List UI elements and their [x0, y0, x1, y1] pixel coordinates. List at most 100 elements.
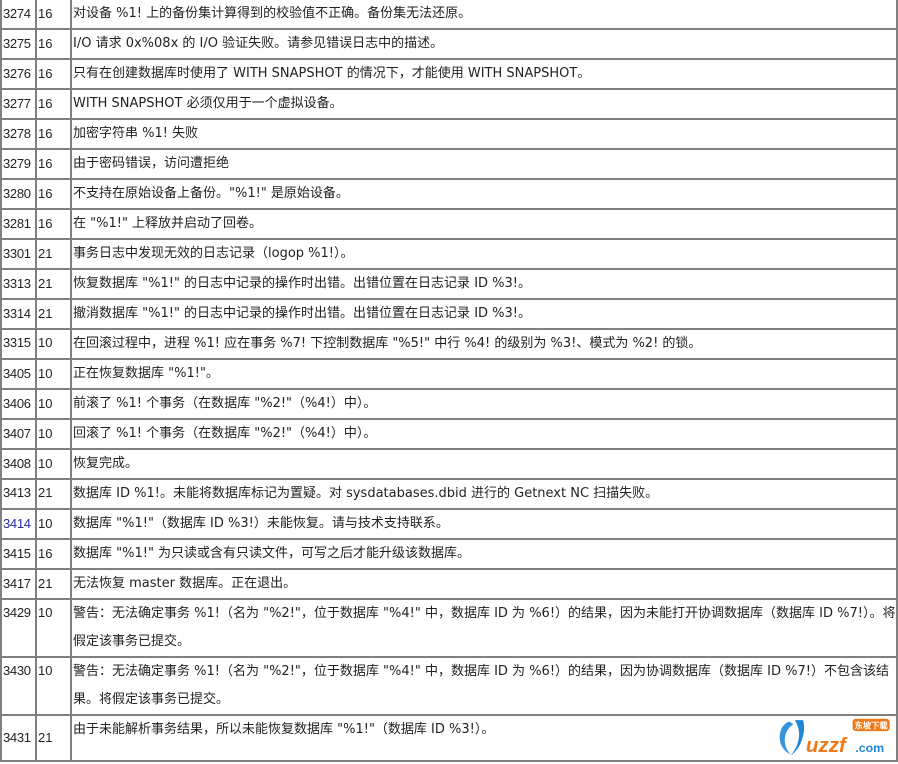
table-row: 3429 10 警告：无法确定事务 %1!（名为 "%2!"，位于数据库 "%4!"…	[0, 598, 898, 658]
severity-cell: 21	[35, 714, 72, 762]
table-row: 3281 16 在 "%1!" 上释放并启动了回卷。	[0, 208, 898, 240]
severity-cell: 16	[35, 58, 72, 90]
severity-cell: 10	[35, 418, 72, 450]
message-text: 事务日志中发现无效的日志记录（logop %1!）。	[73, 246, 354, 261]
error-code-cell: 3313	[0, 268, 37, 300]
message-text: WITH SNAPSHOT 必须仅用于一个虚拟设备。	[73, 96, 343, 111]
table-row: 3406 10 前滚了 %1! 个事务（在数据库 "%2!"（%4!）中）。	[0, 388, 898, 420]
table-row: 3408 10 恢复完成。	[0, 448, 898, 480]
error-code-cell: 3275	[0, 28, 37, 60]
message-cell: 在回滚过程中，进程 %1! 应在事务 %7! 下控制数据库 "%5!" 中行 %…	[70, 328, 898, 360]
message-text: 在 "%1!" 上释放并启动了回卷。	[73, 216, 263, 231]
message-cell: 无法恢复 master 数据库。正在退出。	[70, 568, 898, 600]
message-cell: 警告：无法确定事务 %1!（名为 "%2!"，位于数据库 "%4!" 中，数据库…	[70, 598, 898, 658]
error-code-cell: 3405	[0, 358, 37, 390]
severity-cell: 16	[35, 118, 72, 150]
message-cell: 正在恢复数据库 "%1!"。	[70, 358, 898, 390]
message-cell: 只有在创建数据库时使用了 WITH SNAPSHOT 的情况下，才能使用 WIT…	[70, 58, 898, 90]
table-row: 3276 16 只有在创建数据库时使用了 WITH SNAPSHOT 的情况下，才能…	[0, 58, 898, 90]
svg-text:.com: .com	[855, 741, 884, 755]
error-code-cell: 3277	[0, 88, 37, 120]
table-row: 3413 21 数据库 ID %1!。未能将数据库标记为置疑。对 sysdataba…	[0, 478, 898, 510]
message-text: 回滚了 %1! 个事务（在数据库 "%2!"（%4!）中）。	[73, 426, 377, 441]
error-code-cell: 3281	[0, 208, 37, 240]
error-code-cell: 3274	[0, 0, 37, 30]
message-cell: 不支持在原始设备上备份。"%1!" 是原始设备。	[70, 178, 898, 210]
severity-cell: 10	[35, 388, 72, 420]
error-code-cell: 3280	[0, 178, 37, 210]
severity-cell: 10	[35, 358, 72, 390]
table-row: 3277 16 WITH SNAPSHOT 必须仅用于一个虚拟设备。	[0, 88, 898, 120]
severity-cell: 16	[35, 148, 72, 180]
error-code-cell: 3413	[0, 478, 37, 510]
table-row: 3430 10 警告：无法确定事务 %1!（名为 "%2!"，位于数据库 "%4!"…	[0, 656, 898, 716]
error-code-cell: 3417	[0, 568, 37, 600]
message-text: 数据库 ID %1!。未能将数据库标记为置疑。对 sysdatabases.db…	[73, 486, 659, 501]
severity-cell: 21	[35, 238, 72, 270]
message-text: 在回滚过程中，进程 %1! 应在事务 %7! 下控制数据库 "%5!" 中行 %…	[73, 336, 702, 351]
severity-cell: 21	[35, 268, 72, 300]
message-cell: 撤消数据库 "%1!" 的日志中记录的操作时出错。出错位置在日志记录 ID %3…	[70, 298, 898, 330]
message-cell: 回滚了 %1! 个事务（在数据库 "%2!"（%4!）中）。	[70, 418, 898, 450]
table-row: 3315 10 在回滚过程中，进程 %1! 应在事务 %7! 下控制数据库 "%5!…	[0, 328, 898, 360]
message-text: 数据库 "%1!"（数据库 ID %3!）未能恢复。请与技术支持联系。	[73, 516, 449, 531]
message-text: 不支持在原始设备上备份。"%1!" 是原始设备。	[73, 186, 349, 201]
message-text: 由于未能解析事务结果，所以未能恢复数据库 "%1!"（数据库 ID %3!）。	[73, 722, 495, 737]
table-row: 3301 21 事务日志中发现无效的日志记录（logop %1!）。	[0, 238, 898, 270]
severity-cell: 10	[35, 656, 72, 716]
message-cell: 前滚了 %1! 个事务（在数据库 "%2!"（%4!）中）。	[70, 388, 898, 420]
table-row: 3279 16 由于密码错误，访问遭拒绝	[0, 148, 898, 180]
severity-cell: 10	[35, 598, 72, 658]
error-code-cell: 3301	[0, 238, 37, 270]
message-cell: 数据库 "%1!" 为只读或含有只读文件，可写之后才能升级该数据库。	[70, 538, 898, 570]
error-code-cell: 3314	[0, 298, 37, 330]
message-cell: 在 "%1!" 上释放并启动了回卷。	[70, 208, 898, 240]
severity-cell: 10	[35, 508, 72, 540]
message-cell: 警告：无法确定事务 %1!（名为 "%2!"，位于数据库 "%4!" 中，数据库…	[70, 656, 898, 716]
severity-cell: 16	[35, 208, 72, 240]
message-text: 无法恢复 master 数据库。正在退出。	[73, 576, 297, 591]
table-row: 3314 21 撤消数据库 "%1!" 的日志中记录的操作时出错。出错位置在日志记录…	[0, 298, 898, 330]
table-row: 3275 16 I/O 请求 0x%08x 的 I/O 验证失败。请参见错误日志中的…	[0, 28, 898, 60]
message-cell: 恢复完成。	[70, 448, 898, 480]
table-row: 3278 16 加密字符串 %1! 失败	[0, 118, 898, 150]
error-code-cell: 3276	[0, 58, 37, 90]
table-row: 3415 16 数据库 "%1!" 为只读或含有只读文件，可写之后才能升级该数据库。	[0, 538, 898, 570]
table-row: 3417 21 无法恢复 master 数据库。正在退出。	[0, 568, 898, 600]
severity-cell: 16	[35, 538, 72, 570]
message-text: 撤消数据库 "%1!" 的日志中记录的操作时出错。出错位置在日志记录 ID %3…	[73, 306, 532, 321]
table-row: 3313 21 恢复数据库 "%1!" 的日志中记录的操作时出错。出错位置在日志记录…	[0, 268, 898, 300]
message-text: 警告：无法确定事务 %1!（名为 "%2!"，位于数据库 "%4!" 中，数据库…	[73, 664, 889, 707]
severity-cell: 16	[35, 28, 72, 60]
message-text: 警告：无法确定事务 %1!（名为 "%2!"，位于数据库 "%4!" 中，数据库…	[73, 606, 896, 649]
uzzf-watermark-logo: uzzf .com 东坡下载	[779, 718, 890, 757]
severity-cell: 16	[35, 178, 72, 210]
svg-text:uzzf: uzzf	[806, 734, 848, 757]
error-code-cell: 3278	[0, 118, 37, 150]
error-code-cell: 3414	[0, 508, 37, 540]
error-code-link[interactable]: 3414	[3, 516, 31, 531]
table-row: 3274 16 对设备 %1! 上的备份集计算得到的校验值不正确。备份集无法还原。	[0, 0, 898, 30]
svg-text:东坡下载: 东坡下载	[855, 720, 889, 730]
message-cell: uzzf .com 东坡下载 由于未能解析事务结果，所以未能恢复数据库 "%1!…	[70, 714, 898, 762]
table-row: 3414 10 数据库 "%1!"（数据库 ID %3!）未能恢复。请与技术支持联系…	[0, 508, 898, 540]
message-text: 由于密码错误，访问遭拒绝	[73, 156, 230, 171]
error-code-cell: 3407	[0, 418, 37, 450]
severity-cell: 21	[35, 298, 72, 330]
message-cell: 数据库 "%1!"（数据库 ID %3!）未能恢复。请与技术支持联系。	[70, 508, 898, 540]
message-text: 恢复数据库 "%1!" 的日志中记录的操作时出错。出错位置在日志记录 ID %3…	[73, 276, 532, 291]
message-cell: 恢复数据库 "%1!" 的日志中记录的操作时出错。出错位置在日志记录 ID %3…	[70, 268, 898, 300]
severity-cell: 10	[35, 448, 72, 480]
message-cell: 加密字符串 %1! 失败	[70, 118, 898, 150]
severity-cell: 21	[35, 568, 72, 600]
message-text: 加密字符串 %1! 失败	[73, 126, 199, 141]
message-text: 只有在创建数据库时使用了 WITH SNAPSHOT 的情况下，才能使用 WIT…	[73, 66, 591, 81]
message-text: 前滚了 %1! 个事务（在数据库 "%2!"（%4!）中）。	[73, 396, 377, 411]
severity-cell: 16	[35, 88, 72, 120]
message-text: 恢复完成。	[73, 456, 139, 471]
message-text: I/O 请求 0x%08x 的 I/O 验证失败。请参见错误日志中的描述。	[73, 36, 444, 51]
message-cell: 由于密码错误，访问遭拒绝	[70, 148, 898, 180]
message-cell: 数据库 ID %1!。未能将数据库标记为置疑。对 sysdatabases.db…	[70, 478, 898, 510]
error-code-cell: 3415	[0, 538, 37, 570]
